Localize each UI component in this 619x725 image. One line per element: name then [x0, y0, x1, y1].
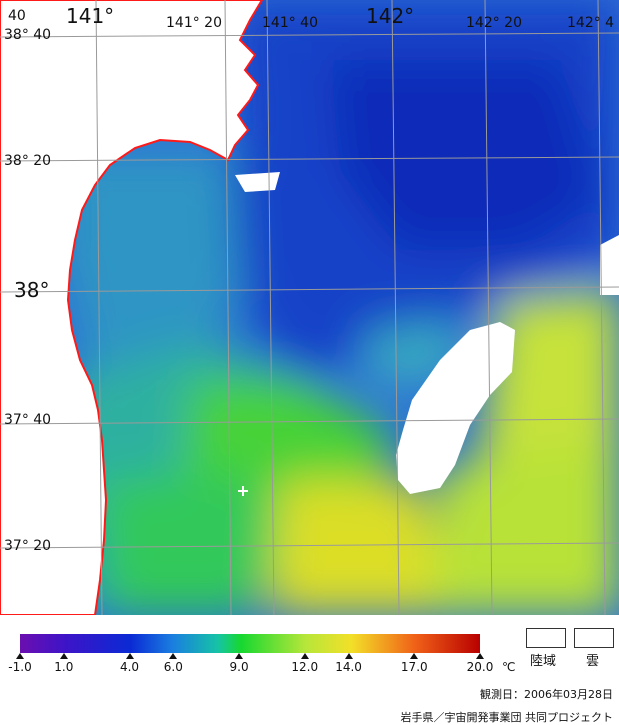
lon-label-142-40: 142° 4 — [567, 15, 615, 31]
corner-label: 40 — [8, 8, 26, 24]
temperature-color-bar — [20, 634, 480, 653]
lat-label-38-40: 38° 40 — [4, 27, 52, 43]
cloud-legend-label: 雲 — [586, 654, 600, 669]
scale-tick-mark — [59, 653, 68, 659]
lat-label-37-40: 37° 40 — [4, 412, 52, 428]
scale-tick-label: 17.0 — [400, 660, 428, 674]
cloud-legend-swatch — [574, 628, 614, 648]
sea-surface-temperature-map — [0, 0, 619, 615]
lon-label-141: 141° — [66, 4, 115, 28]
scale-tick-mark — [476, 653, 484, 659]
land-area — [0, 0, 264, 615]
scale-tick-label: 1.0 — [54, 660, 74, 674]
lon-label-141-40: 141° 40 — [262, 15, 318, 31]
scale-tick-mark — [169, 653, 178, 659]
project-credit: 岩手県／宇宙開発事業団 共同プロジェクト — [400, 711, 614, 724]
scale-tick-mark — [410, 653, 419, 659]
temperature-unit: ℃ — [502, 660, 516, 674]
observation-date: 観測日：2006年03月28日 — [480, 688, 613, 701]
land-legend-swatch — [526, 628, 566, 648]
lat-label-37-20: 37° 20 — [4, 538, 52, 554]
scale-tick-label: 20.0 — [466, 660, 494, 674]
graticule — [0, 0, 619, 615]
scale-tick-label: 6.0 — [163, 660, 183, 674]
cloud-area-east — [600, 235, 619, 295]
scale-tick-mark — [344, 653, 353, 659]
lat-label-38: 38° — [14, 278, 50, 302]
cloud-area — [396, 322, 515, 494]
scale-tick-label: -1.0 — [8, 660, 32, 674]
lon-label-141-20: 141° 20 — [166, 15, 222, 31]
scale-tick-mark — [125, 653, 134, 659]
scale-tick-mark — [235, 653, 244, 659]
scale-tick-label: 14.0 — [335, 660, 362, 674]
scale-tick-mark — [16, 653, 24, 659]
plus-marker-icon — [238, 486, 248, 496]
land-legend-label: 陸域 — [530, 654, 557, 669]
lon-label-142: 142° — [366, 4, 415, 28]
scale-tick-label: 9.0 — [229, 660, 249, 674]
scale-tick-mark — [300, 653, 309, 659]
lat-label-38-20: 38° 20 — [4, 153, 52, 169]
lon-label-142-20: 142° 20 — [466, 15, 522, 31]
scale-tick-label: 12.0 — [291, 660, 319, 674]
scale-tick-label: 4.0 — [119, 660, 140, 674]
